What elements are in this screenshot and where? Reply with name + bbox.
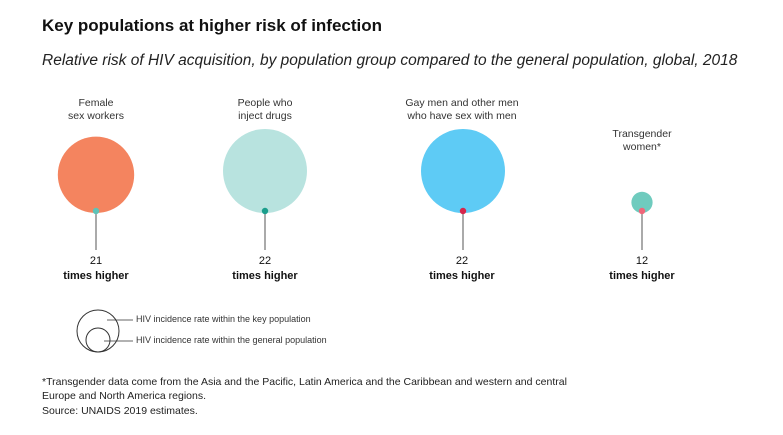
- group-label-transgender-women: Transgender women*: [612, 128, 672, 153]
- value-number: 22: [258, 255, 272, 267]
- bubble-people-who-inject-drugs: [223, 129, 307, 213]
- chart-title: Key populations at higher risk of infect…: [42, 16, 383, 35]
- value-number: 21: [89, 255, 103, 267]
- bubble-transgender-women: [631, 191, 653, 214]
- bubbles-layer: [57, 129, 653, 250]
- general-population-dot-transgender-women: [638, 207, 646, 215]
- footnote: *Transgender data come from the Asia and…: [42, 376, 567, 402]
- value-label-female-sex-workers: 21 times higher: [36, 254, 156, 284]
- bubble-female-sex-workers: [57, 136, 135, 213]
- group-label-gay-men-msm: Gay men and other men who have sex with …: [405, 97, 519, 122]
- bubble-gay-men-msm: [421, 129, 505, 213]
- value-unit: times higher: [232, 270, 298, 282]
- group-label-people-who-inject-drugs: People who inject drugs: [237, 97, 293, 122]
- value-label-people-who-inject-drugs: 22 times higher: [205, 254, 325, 284]
- value-unit: times higher: [63, 270, 129, 282]
- legend-outer-label: HIV incidence rate within the key popula…: [136, 314, 311, 324]
- value-unit: times higher: [429, 270, 495, 282]
- general-population-dot-gay-men-msm: [459, 207, 467, 215]
- legend-inner-label: HIV incidence rate within the general po…: [136, 335, 327, 345]
- source-note: Source: UNAIDS 2019 estimates.: [42, 405, 198, 417]
- value-number: 22: [455, 255, 469, 267]
- chart-subtitle: Relative risk of HIV acquisition, by pop…: [42, 52, 738, 69]
- general-population-dot-female-sex-workers: [92, 207, 100, 215]
- value-number: 12: [635, 255, 649, 267]
- legend-inner-circle: [85, 327, 111, 353]
- value-label-transgender-women: 12 times higher: [582, 254, 702, 284]
- legend-graphic: [76, 309, 133, 353]
- general-population-dot-people-who-inject-drugs: [261, 207, 269, 215]
- legend-outer-circle: [76, 309, 120, 353]
- value-unit: times higher: [609, 270, 675, 282]
- group-label-female-sex-workers: Female sex workers: [67, 97, 124, 122]
- value-label-gay-men-msm: 22 times higher: [402, 254, 522, 284]
